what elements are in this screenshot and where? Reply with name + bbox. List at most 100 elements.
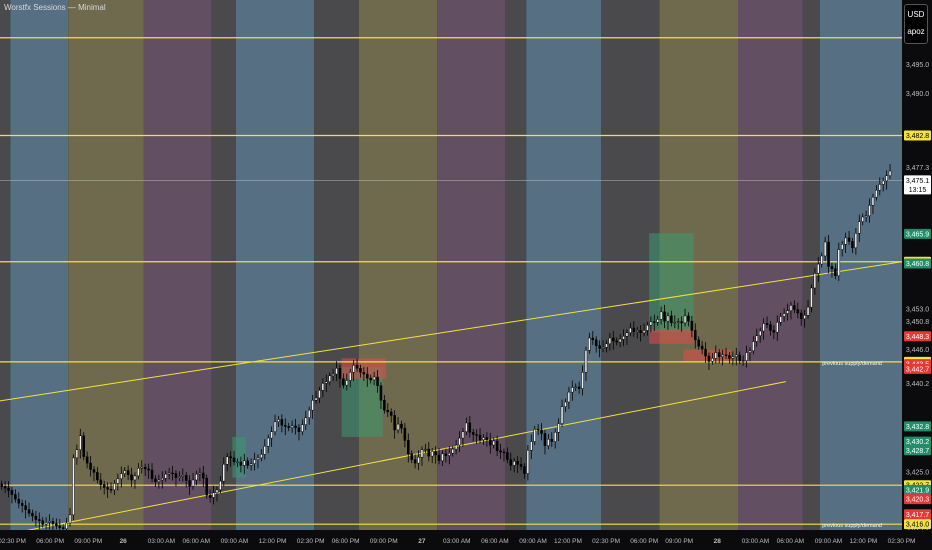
session-band-newyork <box>143 0 212 530</box>
candle <box>615 337 618 346</box>
time-label: 02:30 PM <box>0 538 26 545</box>
candle-body <box>571 387 574 393</box>
candle <box>666 312 670 330</box>
candle-body <box>608 337 612 345</box>
candle <box>72 454 75 521</box>
candle-body <box>157 479 161 482</box>
candle-body <box>765 323 769 325</box>
candle-body <box>714 352 718 359</box>
candle-body <box>690 320 694 331</box>
candle-body <box>413 459 417 464</box>
candle <box>519 457 523 471</box>
candle-body <box>803 315 806 320</box>
candle <box>625 329 629 345</box>
time-label: 02:30 PM <box>888 538 916 545</box>
session-band-gap <box>0 0 11 530</box>
candle <box>875 184 878 201</box>
candle <box>202 466 205 487</box>
time-axis-background <box>0 530 932 550</box>
candle-body <box>837 249 841 276</box>
candle <box>571 380 574 401</box>
candle-body <box>875 189 878 198</box>
candle <box>806 300 810 319</box>
currency-box[interactable]: USD apoz <box>904 4 928 44</box>
candle <box>649 316 653 333</box>
candle <box>553 428 557 449</box>
candle <box>389 408 393 423</box>
candle <box>437 447 441 465</box>
candle-body <box>758 330 762 336</box>
candle-body <box>704 348 707 357</box>
candle <box>338 364 342 388</box>
price-label: 3,440.2 <box>906 381 929 388</box>
candle-body <box>396 423 400 431</box>
candle-body <box>745 352 748 361</box>
time-label: 12:00 PM <box>850 538 878 545</box>
candle <box>161 471 164 489</box>
candle <box>352 360 355 382</box>
time-label: 06:00 AM <box>183 538 210 545</box>
candle-body <box>779 316 782 323</box>
candle-body <box>55 523 58 527</box>
candle <box>489 432 492 454</box>
price-label: 3,460.8 <box>906 261 929 268</box>
candle <box>20 499 24 513</box>
candle-body <box>530 441 533 451</box>
candle-body <box>51 521 55 524</box>
price-label: 3,428.7 <box>906 448 929 455</box>
candle-body <box>506 452 509 460</box>
candle-body <box>260 454 263 459</box>
candle <box>817 257 820 283</box>
candle <box>810 284 813 313</box>
candle <box>782 308 786 322</box>
candle <box>752 336 755 355</box>
candle <box>157 474 161 489</box>
time-label: 27 <box>418 538 426 545</box>
candle <box>17 492 21 509</box>
candle-body <box>379 385 383 401</box>
candle <box>48 514 51 530</box>
candle <box>89 456 92 477</box>
candle <box>164 470 167 482</box>
price-tag-bear <box>904 363 931 374</box>
candle-body <box>670 315 673 324</box>
session-band-gap <box>802 0 820 530</box>
candle-body <box>34 515 38 520</box>
price-tag-bear <box>904 509 931 520</box>
candle <box>154 475 157 487</box>
candle-body <box>591 337 595 340</box>
candle-body <box>519 464 523 467</box>
candle <box>588 332 591 354</box>
candle <box>796 302 800 319</box>
candle-body <box>215 489 219 494</box>
candle-body <box>297 427 301 432</box>
candle <box>697 336 700 350</box>
candle <box>680 316 683 332</box>
candle-body <box>817 263 820 274</box>
candle <box>738 351 741 365</box>
candle-body <box>102 484 106 488</box>
candle <box>779 312 782 326</box>
time-label: 06:00 AM <box>777 538 804 545</box>
price-label: 3,420.3 <box>906 497 929 504</box>
candle <box>174 470 178 487</box>
candle-body <box>321 383 325 391</box>
candle <box>55 518 58 530</box>
candle-body <box>174 473 178 478</box>
candle-body <box>31 512 34 517</box>
price-scale-background <box>902 0 932 550</box>
price-label: 3,442.7 <box>906 366 929 373</box>
candle-body <box>383 400 386 411</box>
candle <box>598 340 601 358</box>
candle-body <box>516 461 519 465</box>
candle-body <box>171 472 174 475</box>
candle <box>868 198 871 223</box>
candle-body <box>61 527 65 530</box>
candle-body <box>526 450 530 474</box>
candle-body <box>85 456 89 464</box>
candle-body <box>318 390 321 399</box>
candle <box>840 240 844 257</box>
session-band-asia <box>235 0 315 530</box>
